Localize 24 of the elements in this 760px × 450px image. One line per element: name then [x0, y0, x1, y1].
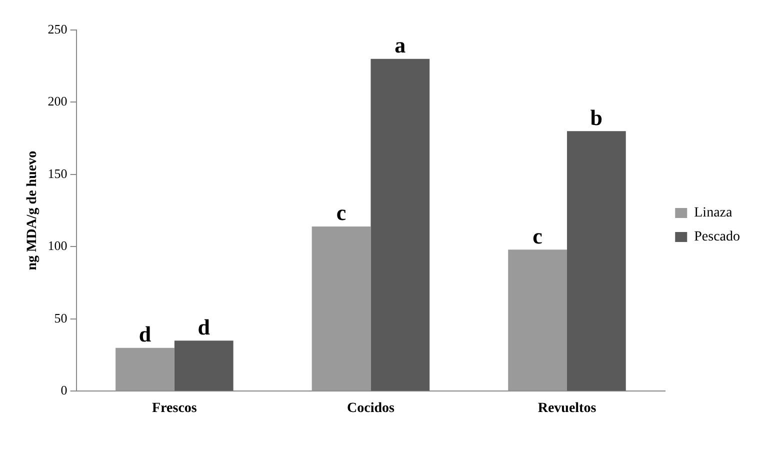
data-label: d — [198, 314, 210, 340]
y-axis-title: ng MDA/g de huevo — [25, 150, 40, 270]
legend-label: Linaza — [694, 206, 733, 221]
bar — [312, 226, 371, 391]
x-tick-label: Revueltos — [538, 401, 597, 416]
data-label: c — [532, 223, 543, 248]
data-label: d — [138, 322, 152, 347]
bar — [116, 348, 174, 391]
data-label: a — [394, 32, 406, 58]
bar — [174, 340, 234, 391]
legend-label: Pescado — [694, 230, 740, 245]
bar — [370, 58, 430, 391]
y-tick-label: 150 — [48, 166, 68, 181]
y-tick-label: 250 — [48, 21, 68, 36]
x-tick-label: Cocidos — [346, 401, 395, 416]
y-tick-label: 0 — [60, 382, 68, 398]
data-label: c — [336, 200, 346, 226]
bar — [566, 131, 626, 391]
y-tick-label: 100 — [48, 238, 68, 254]
y-tick-label: 50 — [54, 310, 68, 326]
bar — [508, 250, 567, 391]
data-label: b — [590, 104, 603, 130]
y-tick-label: 200 — [48, 94, 68, 109]
x-tick-label: Frescos — [152, 401, 198, 416]
